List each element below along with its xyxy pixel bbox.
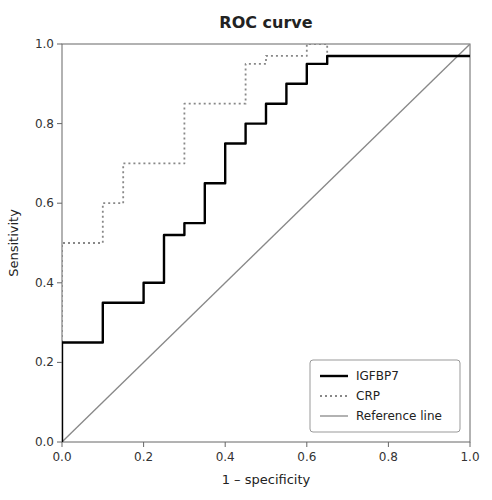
legend-label: Reference line	[356, 409, 442, 423]
legend-swatch	[320, 395, 348, 397]
legend-box	[310, 360, 460, 432]
y-tick	[57, 442, 62, 443]
x-axis-label: 1 – specificity	[222, 472, 311, 487]
x-tick-label: 0.8	[379, 450, 398, 464]
y-tick	[57, 44, 62, 45]
x-tick-label: 0.6	[297, 450, 316, 464]
series-line	[62, 44, 470, 442]
y-tick	[57, 362, 62, 363]
x-tick	[388, 442, 389, 447]
chart: 0.0 0.2 0.4 0.6 0.8 1.0 0.0 0.2 0.4 0.6 0.8 1.0 ROC …	[0, 0, 492, 500]
x-tick	[470, 442, 471, 447]
y-tick	[57, 203, 62, 204]
y-axis-label: Sensitivity	[6, 209, 21, 277]
y-tick-label: 0.4	[35, 276, 54, 290]
series-line	[62, 44, 470, 442]
title: ROC curve	[219, 13, 312, 32]
x-tick-label: 0.0	[52, 450, 71, 464]
series-line	[62, 56, 470, 442]
background	[0, 0, 492, 500]
x-tick	[143, 442, 144, 447]
x-tick	[225, 442, 226, 447]
x-tick	[62, 442, 63, 447]
y-tick	[57, 123, 62, 124]
x-tick-label: 0.2	[134, 450, 153, 464]
y-tick	[57, 282, 62, 283]
plot-frame	[62, 44, 470, 442]
legend-label: CRP	[356, 389, 380, 403]
x-tick-label: 1.0	[460, 450, 479, 464]
y-tick-label: 0.0	[35, 435, 54, 449]
legend-swatch	[320, 375, 348, 377]
y-tick-label: 0.2	[35, 355, 54, 369]
x-tick-label: 0.4	[216, 450, 235, 464]
y-tick-label: 0.8	[35, 117, 54, 131]
legend: IGFBP7 CRP Reference line	[310, 360, 460, 432]
y-tick-label: 0.6	[35, 196, 54, 210]
y-tick-label: 1.0	[35, 37, 54, 51]
legend-label: IGFBP7	[356, 369, 399, 383]
x-tick	[306, 442, 307, 447]
legend-swatch	[320, 415, 348, 416]
plot-area	[62, 44, 470, 442]
